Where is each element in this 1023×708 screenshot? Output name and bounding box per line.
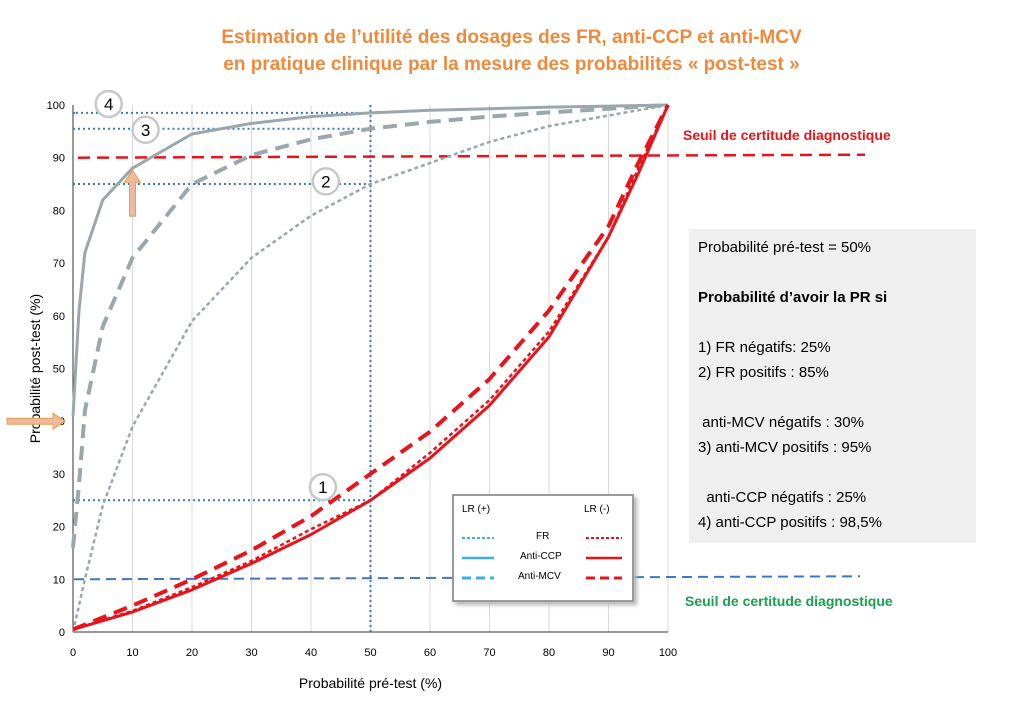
threshold-label-bottom: Seuil de certitude diagnostique — [685, 593, 893, 609]
chart-title-line2: en pratique clinique par la mesure des p… — [223, 54, 800, 75]
marker-label-4: 4 — [104, 95, 113, 114]
series-line-positive-fr — [71, 103, 669, 633]
legend-header-positive: LR (+) — [462, 504, 491, 515]
legend-row-anti-ccp: Anti-CCP — [454, 551, 632, 565]
legend-label: FR — [536, 531, 550, 542]
info-line: 3) anti-MCV positifs : 95% — [698, 439, 872, 456]
y-tick-label: 30 — [53, 469, 65, 481]
threshold-line-upper — [77, 153, 866, 159]
y-tick-label: 50 — [53, 364, 65, 376]
info-line: 4) anti-CCP positifs : 98,5% — [698, 514, 882, 531]
info-line: 2) FR positifs : 85% — [698, 364, 829, 381]
legend-row-fr: FR — [454, 531, 632, 545]
marker-circle-3 — [131, 115, 160, 145]
y-axis-title: Probabilité post-test (%) — [27, 294, 43, 443]
x-axis-title: Probabilité pré-test (%) — [299, 675, 442, 691]
x-tick-label: 70 — [483, 647, 495, 659]
marker-label-2: 2 — [321, 172, 330, 191]
x-tick-label: 30 — [245, 647, 257, 659]
info-line: Probabilité d’avoir la PR si — [698, 289, 888, 306]
y-tick-label: 70 — [53, 258, 65, 270]
arrow-right-icon — [6, 412, 66, 431]
legend-label: Anti-MCV — [518, 571, 561, 582]
series-line-negative-anti-mcv — [72, 104, 670, 632]
x-tick-label: 0 — [70, 647, 76, 659]
info-line — [698, 385, 967, 410]
chart-legend: LR (+) LR (-) FR Anti-CCP Anti-MCV — [452, 494, 634, 602]
info-line: Probabilité pré-test = 50% — [698, 239, 872, 256]
arrow-up-icon — [123, 169, 142, 217]
x-tick-label: 100 — [659, 647, 677, 659]
info-box: Probabilité pré-test = 50% Probabilité d… — [689, 229, 976, 543]
legend-swatches — [462, 576, 622, 580]
series-line-positive-anti-mcv — [71, 103, 669, 548]
marker-label-1: 1 — [318, 478, 327, 497]
series-line-positive-anti-ccp — [71, 103, 669, 416]
info-line: 1) FR négatifs: 25% — [698, 339, 831, 356]
info-line — [698, 310, 967, 335]
legend-row-anti-mcv: Anti-MCV — [454, 571, 632, 585]
y-tick-label: 100 — [47, 100, 65, 112]
info-line — [698, 260, 967, 285]
y-tick-label: 20 — [53, 522, 65, 534]
info-line: anti-CCP négatifs : 25% — [698, 489, 867, 506]
marker-circle-4 — [94, 89, 123, 119]
y-tick-label: 0 — [59, 627, 65, 639]
x-tick-label: 50 — [364, 647, 376, 659]
y-tick-label: 90 — [53, 153, 65, 165]
x-tick-label: 40 — [305, 647, 317, 659]
marker-circle-2 — [311, 167, 341, 196]
x-tick-label: 10 — [126, 647, 138, 659]
chart-title-line1: Estimation de l’utilité des dosages des … — [221, 27, 802, 48]
x-tick-label: 80 — [543, 647, 555, 659]
y-tick-label: 10 — [53, 574, 65, 586]
legend-swatches — [462, 537, 622, 539]
x-tick-label: 60 — [424, 647, 436, 659]
threshold-label-top: Seuil de certitude diagnostique — [683, 127, 891, 143]
x-tick-label: 90 — [602, 647, 614, 659]
marker-label-3: 3 — [141, 121, 150, 140]
legend-header-negative: LR (-) — [584, 504, 610, 515]
x-tick-label: 20 — [186, 647, 198, 659]
marker-circle-1 — [308, 472, 338, 502]
series-line-negative-anti-ccp — [72, 104, 670, 631]
y-tick-label: 80 — [53, 205, 65, 217]
y-tick-label: 60 — [53, 311, 65, 323]
info-line: anti-MCV négatifs : 30% — [698, 414, 864, 431]
info-line — [698, 460, 967, 485]
legend-swatches — [462, 556, 622, 560]
legend-label: Anti-CCP — [520, 551, 562, 562]
